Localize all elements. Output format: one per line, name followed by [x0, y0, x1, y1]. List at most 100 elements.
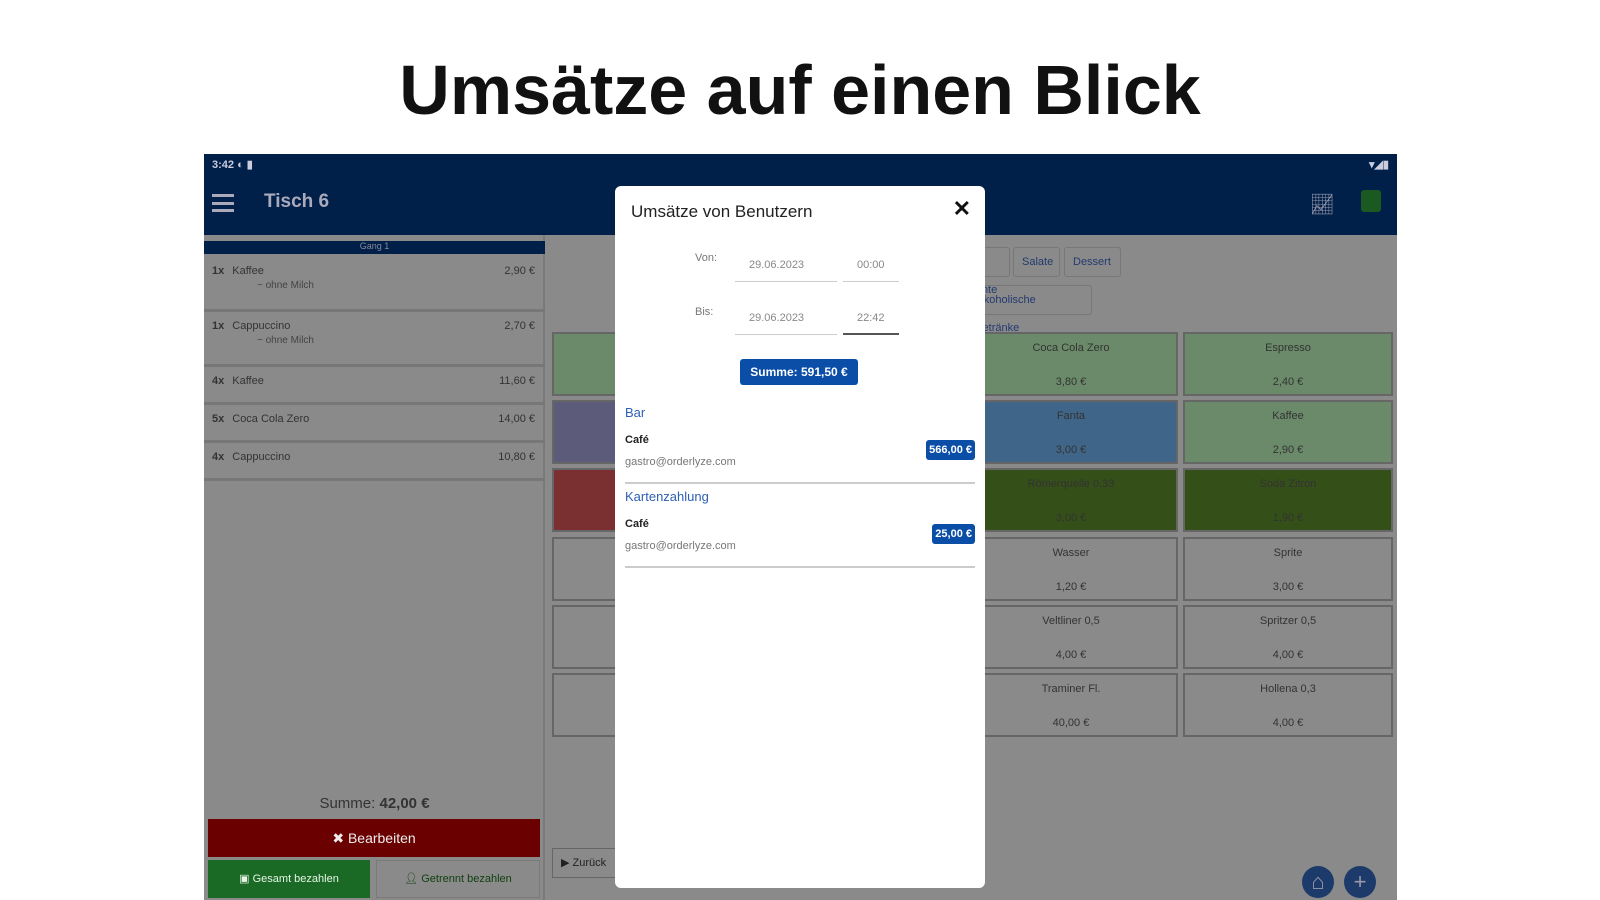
user-entry[interactable]: Café gastro@orderlyze.com 25,00 €: [625, 518, 975, 568]
cart-icon[interactable]: [1361, 190, 1381, 212]
order-name: Cappuccino: [232, 320, 291, 332]
pay-separately-label: Getrennt bezahlen: [421, 873, 512, 885]
order-qty: 4x: [212, 451, 225, 463]
order-name: Coca Cola Zero: [232, 413, 310, 425]
product-price: 40,00 €: [1052, 717, 1090, 729]
order-modifier: ~ ohne Milch: [257, 280, 314, 291]
order-item[interactable]: 1x Cappuccino 2,70 € ~ ohne Milch: [204, 312, 545, 367]
total-badge: Summe: 591,50 €: [740, 359, 858, 385]
headline: Umsätze auf einen Blick: [399, 51, 1201, 129]
pay-all-button[interactable]: ▣ Gesamt bezahlen: [208, 860, 370, 898]
user-entry[interactable]: Café gastro@orderlyze.com 566,00 €: [625, 434, 975, 484]
table-title: Tisch 6: [264, 191, 330, 212]
status-time: 3:42: [212, 159, 235, 171]
dialog-title: Umsätze von Benutzern: [631, 202, 813, 221]
product-tile[interactable]: Römerquelle 0,33 3,00 €: [964, 468, 1178, 532]
product-name: Fanta: [1056, 410, 1086, 422]
order-qty: 1x: [212, 265, 225, 277]
order-qty: 5x: [212, 413, 225, 425]
product-price: 1,90 €: [1272, 512, 1304, 524]
product-price: 3,00 €: [1055, 444, 1087, 456]
cash-icon: ▣: [239, 873, 253, 885]
edit-label: Bearbeiten: [347, 830, 416, 846]
order-name: Cappuccino: [232, 451, 291, 463]
order-sum: Summe: 42,00 €: [204, 795, 545, 812]
revenue-dialog: Umsätze von Benutzern ✕ Von: 29.06.2023 …: [615, 186, 985, 888]
pay-all-label: Gesamt bezahlen: [252, 873, 339, 885]
order-price: 11,60 €: [499, 375, 535, 387]
product-tile[interactable]: Traminer Fl. 40,00 €: [964, 673, 1178, 737]
gift-fab[interactable]: ⌂: [1302, 866, 1334, 898]
product-tile[interactable]: Veltliner 0,5 4,00 €: [964, 605, 1178, 669]
product-tile[interactable]: Wasser 1,20 €: [964, 537, 1178, 601]
back-label: Zurück: [572, 857, 607, 869]
status-bar: 3:42 ◐ ▮ ▾◢▮: [204, 154, 1397, 176]
tools-icon: ✖: [332, 830, 348, 846]
order-name: Kaffee: [232, 375, 264, 387]
edit-button[interactable]: ✖ Bearbeiten: [208, 819, 540, 857]
order-item[interactable]: 4x Kaffee 11,60 €: [204, 367, 545, 405]
product-price: 1,20 €: [1055, 581, 1087, 593]
product-name: Hollena 0,3: [1260, 683, 1316, 695]
product-price: 3,00 €: [1055, 512, 1087, 524]
product-price: 3,80 €: [1055, 376, 1087, 388]
close-icon[interactable]: ✕: [952, 196, 971, 221]
amount-badge: 25,00 €: [932, 524, 975, 544]
sum-label: Summe:: [319, 795, 376, 812]
user-name: Café: [625, 434, 649, 446]
order-item[interactable]: 5x Coca Cola Zero 14,00 €: [204, 405, 545, 443]
status-icons: ◐ ▮: [237, 159, 253, 171]
order-price: 2,70 €: [504, 320, 535, 332]
product-price: 4,00 €: [1272, 649, 1304, 661]
order-item[interactable]: 4x Cappuccino 10,80 €: [204, 443, 545, 481]
from-time-input[interactable]: 00:00: [843, 256, 899, 282]
product-name: Kaffee: [1272, 410, 1304, 422]
order-modifier: ~ ohne Milch: [257, 335, 314, 346]
product-name: Römerquelle 0,33: [1027, 478, 1115, 490]
product-name: Soda Zitron: [1259, 478, 1317, 490]
sum-value: 42,00 €: [379, 795, 430, 812]
category-tab[interactable]: Salate: [1013, 247, 1060, 277]
from-date-input[interactable]: 29.06.2023: [735, 256, 837, 282]
product-price: 3,00 €: [1272, 581, 1304, 593]
category-tab[interactable]: Dessert: [1064, 247, 1121, 277]
pay-separately-button[interactable]: 👤︎ Getrennt bezahlen: [376, 860, 540, 898]
course-header: Gang 1: [204, 241, 545, 254]
product-tile[interactable]: Kaffee 2,90 €: [1183, 400, 1393, 464]
chart-icon[interactable]: 📈︎: [1309, 194, 1335, 216]
add-fab[interactable]: +: [1344, 866, 1376, 898]
order-price: 2,90 €: [504, 265, 535, 277]
order-price: 10,80 €: [498, 451, 535, 463]
product-price: 4,00 €: [1272, 717, 1304, 729]
order-name: Kaffee: [232, 265, 264, 277]
product-tile[interactable]: Hollena 0,3 4,00 €: [1183, 673, 1393, 737]
to-time-input[interactable]: 22:42: [843, 309, 899, 335]
order-qty: 1x: [212, 320, 225, 332]
order-panel: Gang 1 1x Kaffee 2,90 € ~ ohne Milch 1x Cappu…: [204, 235, 545, 900]
product-name: Sprite: [1273, 547, 1303, 559]
product-name: Coca Cola Zero: [1032, 342, 1110, 354]
amount-badge: 566,00 €: [926, 440, 975, 460]
product-name: Veltliner 0,5: [1042, 615, 1100, 627]
product-tile[interactable]: Spritzer 0,5 4,00 €: [1183, 605, 1393, 669]
product-tile[interactable]: Sprite 3,00 €: [1183, 537, 1393, 601]
product-name: Traminer Fl.: [1041, 683, 1101, 695]
signal-battery-icon: ▾◢▮: [1368, 159, 1389, 171]
product-price: 2,40 €: [1272, 376, 1304, 388]
category-tab[interactable]: Alkoholische Getränke: [965, 285, 1092, 334]
product-name: Espresso: [1265, 342, 1311, 354]
product-tile[interactable]: Soda Zitron 1,90 €: [1183, 468, 1393, 532]
product-tile[interactable]: Coca Cola Zero 3,80 €: [964, 332, 1178, 396]
product-tile[interactable]: Fanta 3,00 €: [964, 400, 1178, 464]
product-price: 4,00 €: [1055, 649, 1087, 661]
product-tile[interactable]: Espresso 2,40 €: [1183, 332, 1393, 396]
person-icon: 👤︎: [404, 873, 422, 885]
product-name: Spritzer 0,5: [1259, 615, 1317, 627]
group-title: Bar: [625, 405, 646, 420]
to-date-input[interactable]: 29.06.2023: [735, 309, 837, 335]
product-price: 2,90 €: [1272, 444, 1304, 456]
product-name: Wasser: [1052, 547, 1090, 559]
order-price: 14,00 €: [498, 413, 535, 425]
menu-icon[interactable]: [212, 194, 234, 212]
order-item[interactable]: 1x Kaffee 2,90 € ~ ohne Milch: [204, 257, 545, 312]
